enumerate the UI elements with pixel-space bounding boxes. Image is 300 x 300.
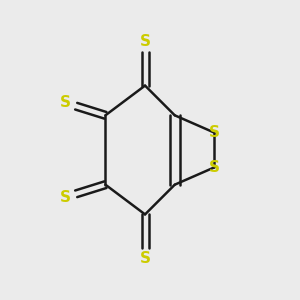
Text: S: S: [140, 34, 151, 49]
Text: S: S: [140, 251, 151, 266]
Text: S: S: [209, 160, 220, 175]
Text: S: S: [60, 190, 71, 205]
Text: S: S: [209, 125, 220, 140]
Text: S: S: [60, 95, 71, 110]
